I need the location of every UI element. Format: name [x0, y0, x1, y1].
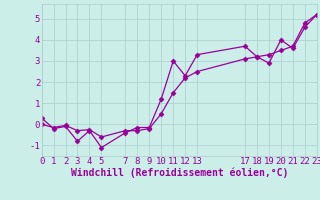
X-axis label: Windchill (Refroidissement éolien,°C): Windchill (Refroidissement éolien,°C) [70, 168, 288, 178]
